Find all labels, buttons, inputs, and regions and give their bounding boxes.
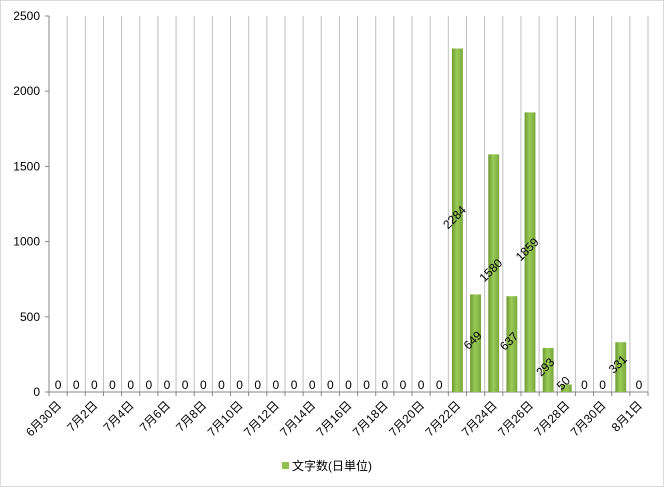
x-tick-label: 7月12日 [241, 398, 282, 439]
data-label: 0 [236, 378, 243, 392]
data-label: 0 [182, 378, 189, 392]
x-tick-label: 7月4日 [100, 398, 136, 434]
y-tick-labels: 0 500 1000 1500 2000 2500 [13, 9, 40, 399]
x-tick-label: 7月30日 [568, 398, 609, 439]
y-tick-label: 2500 [13, 9, 40, 23]
x-tick-label: 8月1日 [609, 398, 645, 434]
x-tick-label: 7月18日 [350, 398, 391, 439]
data-label: 0 [636, 378, 643, 392]
data-label: 0 [345, 378, 352, 392]
data-label: 0 [436, 378, 443, 392]
data-label: 0 [200, 378, 207, 392]
x-tick-label: 7月20日 [386, 398, 427, 439]
y-tick-label: 0 [33, 385, 40, 399]
x-tick-label: 7月24日 [459, 398, 500, 439]
x-tick-label: 6月30日 [23, 398, 64, 439]
data-label: 0 [145, 378, 152, 392]
data-label: 0 [55, 378, 62, 392]
data-label: 0 [73, 378, 80, 392]
data-label: 0 [418, 378, 425, 392]
bar [488, 154, 500, 392]
data-label: 0 [91, 378, 98, 392]
bar [615, 342, 627, 392]
y-tick-label: 1000 [13, 235, 40, 249]
bar [506, 296, 518, 392]
bar [560, 384, 572, 392]
data-label: 0 [254, 378, 261, 392]
x-tick-label: 7月16日 [314, 398, 355, 439]
x-tick-labels: 6月30日 7月2日 7月4日 7月6日 7月8日7月10日7月12日7月14日7月16… [23, 398, 645, 439]
data-labels: 0 0 0 0 0 0 0 0 0 0 0 0 0 0 0 0 0 0 0 0 0 0228464915806371859… [55, 203, 643, 393]
x-tick-label: 7月2日 [64, 398, 100, 434]
data-label: 0 [581, 378, 588, 392]
bar [542, 347, 554, 392]
bars [451, 48, 627, 393]
x-tick-label: 7月6日 [137, 398, 173, 434]
data-label: 293 [533, 355, 557, 379]
y-tick-label: 500 [20, 310, 40, 324]
x-tick-label: 7月22日 [422, 398, 463, 439]
data-label: 0 [164, 378, 171, 392]
legend-swatch [282, 462, 289, 469]
x-tick-label: 7月28日 [531, 398, 572, 439]
legend: 文字数(日単位) [282, 458, 372, 473]
data-label: 0 [291, 378, 298, 392]
data-label: 0 [363, 378, 370, 392]
legend-label: 文字数(日単位) [292, 458, 372, 473]
x-tick-label: 7月26日 [495, 398, 536, 439]
data-label: 0 [381, 378, 388, 392]
data-label: 331 [606, 352, 630, 376]
bar [470, 294, 482, 392]
data-label: 0 [127, 378, 134, 392]
x-tick-label: 7月14日 [277, 398, 318, 439]
data-label: 649 [461, 328, 485, 352]
bar [524, 112, 536, 392]
data-label: 0 [327, 378, 334, 392]
data-label: 0 [400, 378, 407, 392]
data-label: 637 [497, 329, 521, 353]
x-tick-label: 7月10日 [205, 398, 246, 439]
gridlines [66, 16, 649, 392]
bar [451, 48, 463, 393]
data-label: 0 [599, 378, 606, 392]
data-label: 0 [273, 378, 280, 392]
data-label: 0 [218, 378, 225, 392]
data-label: 0 [309, 378, 316, 392]
y-tick-label: 1500 [13, 159, 40, 173]
y-tick-label: 2000 [13, 84, 40, 98]
data-label: 0 [109, 378, 116, 392]
